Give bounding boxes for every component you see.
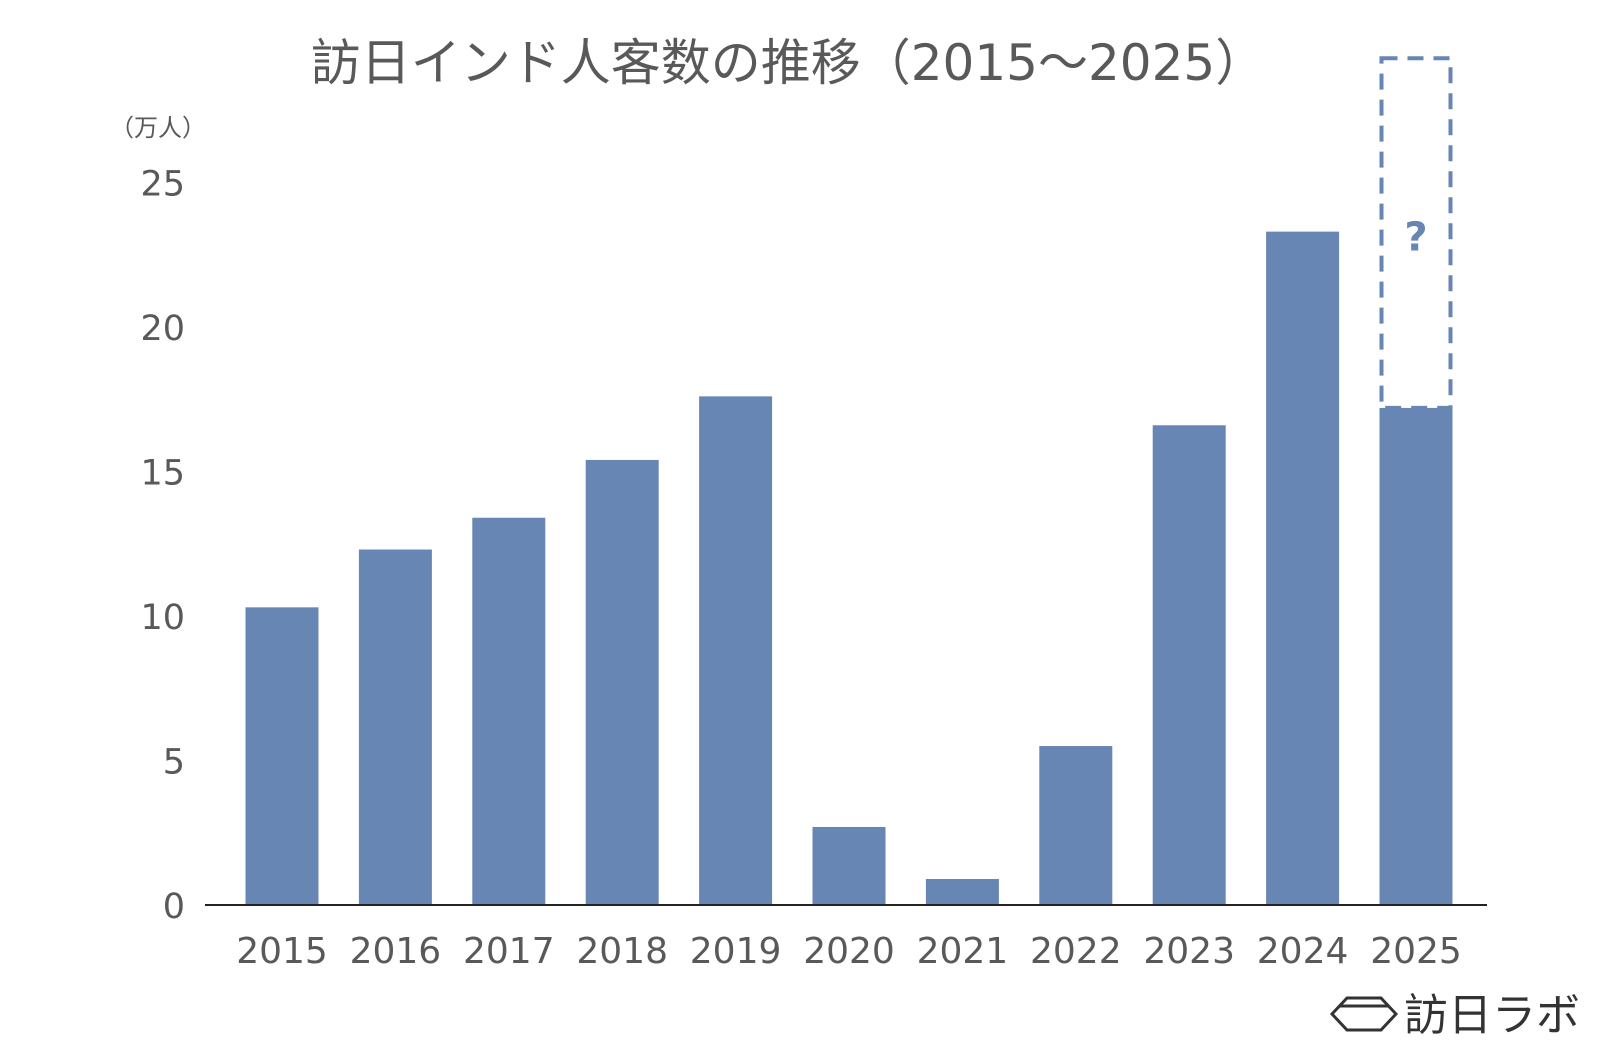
- bar-2015: [245, 607, 319, 905]
- y-axis-ticks: 0 5 10 15 20 25: [140, 165, 185, 928]
- x-tick-label: 2016: [350, 931, 442, 972]
- y-axis-unit-label: （万人）: [110, 114, 206, 142]
- brand-logo: 訪日ラボ: [1329, 990, 1580, 1041]
- y-tick-label: 25: [140, 165, 185, 205]
- projection-layer: ?: [1379, 56, 1453, 410]
- bar-2018: [585, 459, 659, 905]
- bar-2016: [358, 549, 432, 905]
- x-tick-label: 2020: [803, 931, 895, 972]
- y-tick-label: 15: [140, 454, 185, 494]
- bar-2025: [1379, 407, 1453, 905]
- hexagon-logo-icon: [1329, 996, 1399, 1032]
- bar-2022: [1039, 746, 1113, 905]
- bar-2020: [812, 826, 886, 905]
- y-tick-label: 5: [163, 743, 185, 783]
- x-tick-label: 2023: [1143, 931, 1235, 972]
- x-axis-ticks: 2015 2016 2017 2018 2019 2020 2021 2022 2023 2024…: [236, 931, 1462, 972]
- bars-group: [245, 231, 1453, 905]
- x-tick-label: 2024: [1257, 931, 1349, 972]
- bar-2024: [1266, 231, 1340, 905]
- x-tick-label: 2019: [690, 931, 782, 972]
- x-tick-label: 2018: [576, 931, 668, 972]
- x-tick-label: 2025: [1370, 931, 1462, 972]
- x-tick-label: 2015: [236, 931, 328, 972]
- projection-question-mark: ?: [1404, 215, 1427, 261]
- brand-name: 訪日ラボ: [1404, 990, 1580, 1041]
- x-tick-label: 2017: [463, 931, 555, 972]
- y-tick-label: 0: [163, 887, 185, 927]
- bar-2019: [699, 396, 773, 905]
- y-tick-label: 20: [140, 309, 185, 349]
- bar-2023: [1152, 425, 1226, 905]
- bar-2021: [925, 878, 999, 905]
- x-tick-label: 2021: [917, 931, 1009, 972]
- chart-title: 訪日インド人客数の推移（2015〜2025）: [311, 34, 1266, 92]
- x-tick-label: 2022: [1030, 931, 1122, 972]
- bar-2017: [472, 517, 546, 905]
- y-tick-label: 10: [140, 598, 185, 638]
